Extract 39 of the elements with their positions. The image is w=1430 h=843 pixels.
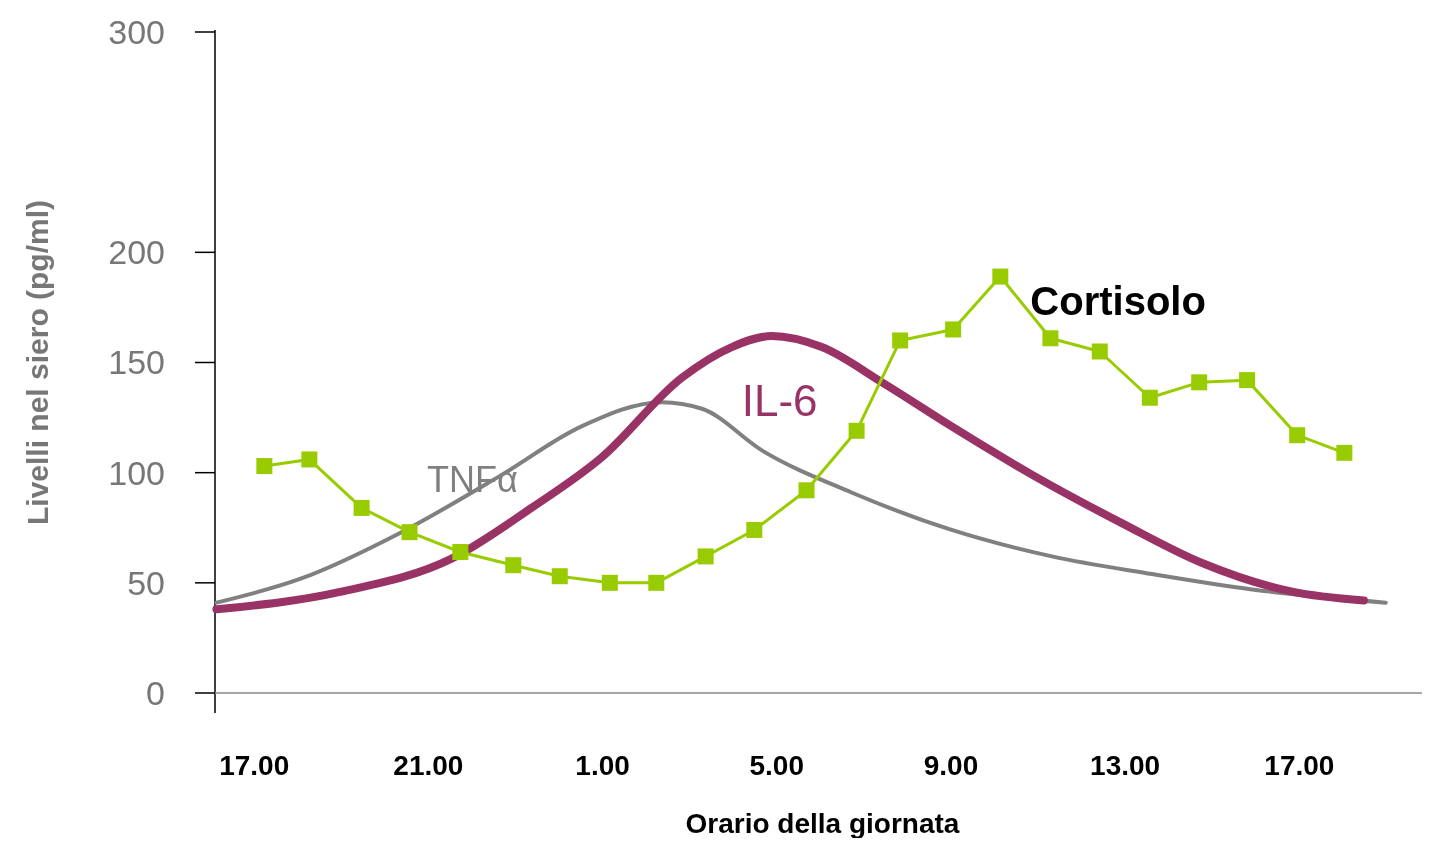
point [551,568,568,585]
y-tick-label: 0 [146,673,165,712]
y-tick-label: 200 [108,233,165,272]
y-axis-title: Livelli nel siero (pg/ml) [21,199,54,526]
x-tick-label: 9.00 [923,750,979,781]
point [452,543,469,560]
x-tick-label: 17.00 [1264,750,1335,781]
x-tick-label: 5.00 [749,750,805,781]
y-tick-label: 300 [108,12,165,51]
y-tick-label: 150 [108,343,165,382]
point [1239,372,1256,389]
x-tick-label: 21.00 [393,750,464,781]
series-label: IL-6 [741,376,818,426]
x-tick-label: 13.00 [1090,750,1161,781]
point [697,548,714,565]
point [601,574,618,591]
point [1141,389,1158,406]
point [301,451,318,468]
point [746,521,763,538]
point [798,482,815,499]
y-tick-label: 50 [127,563,165,602]
point [1042,330,1059,347]
point [648,574,665,591]
x-tick-label: 1.00 [575,750,630,781]
series-label: Cortisolo [1030,278,1206,323]
point [256,458,273,475]
y-tick-label: 100 [108,453,165,492]
point [892,332,909,349]
point [505,557,522,574]
point [1191,374,1208,391]
point [848,422,865,439]
point [1091,343,1108,360]
x-tick-label: 17.00 [219,750,290,781]
point [353,499,370,516]
point [945,321,962,338]
point [401,524,418,541]
point [992,268,1009,285]
point [1289,427,1306,444]
point [1336,444,1353,461]
